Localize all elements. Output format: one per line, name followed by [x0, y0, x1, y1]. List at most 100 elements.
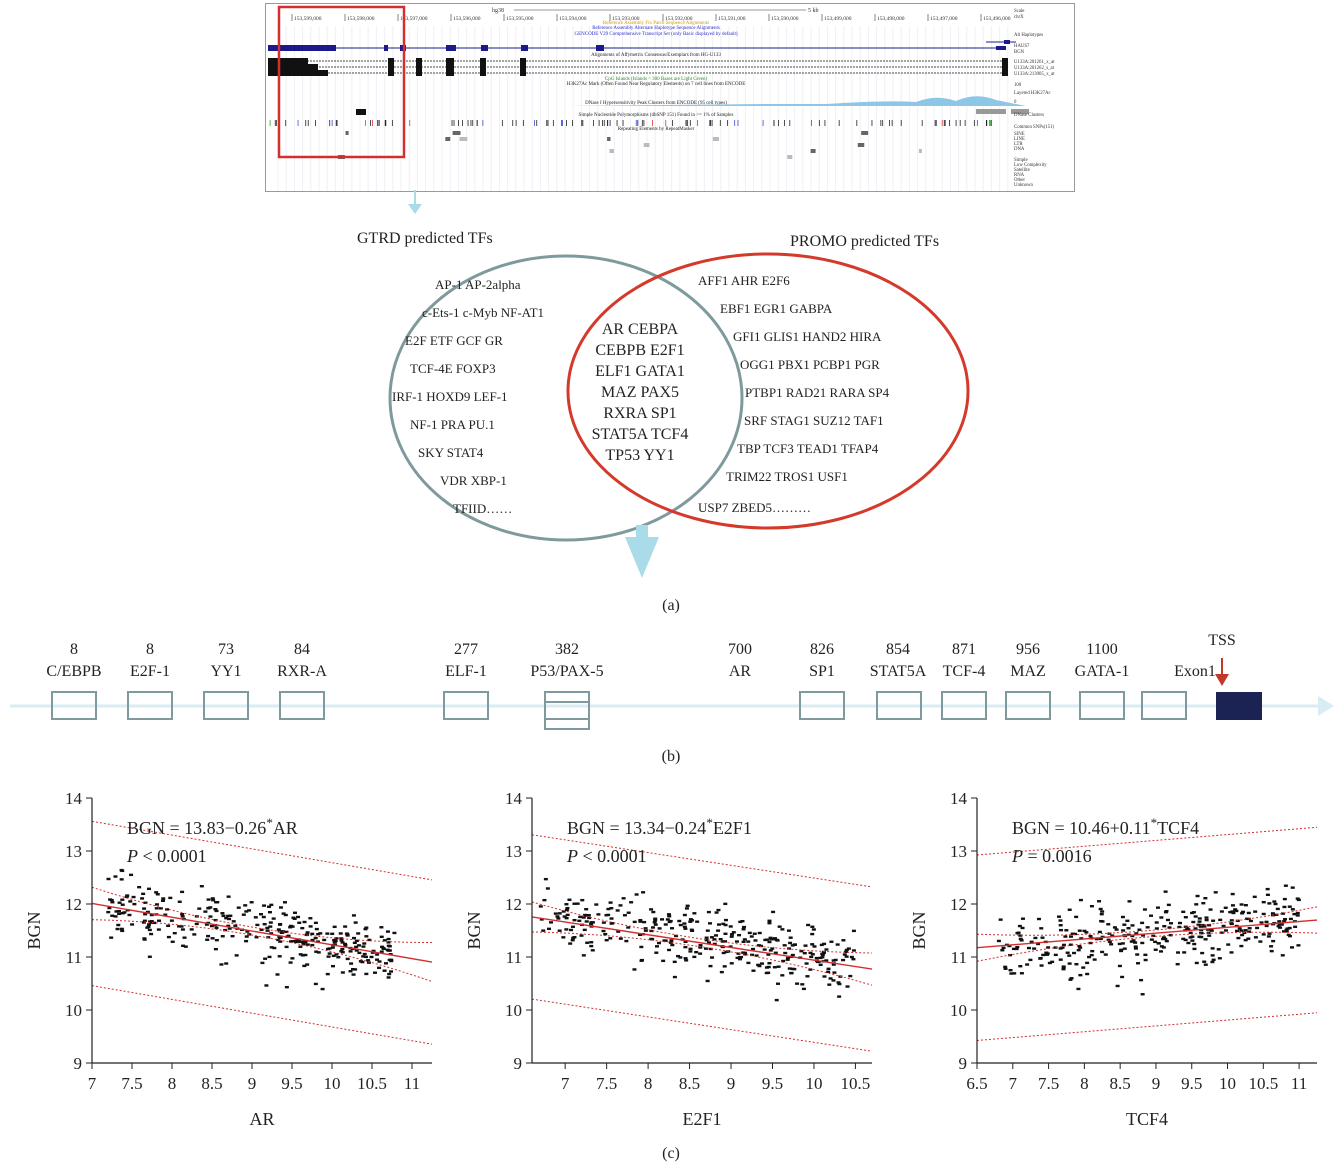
scatter-point — [1162, 925, 1167, 928]
scatter-point — [1229, 919, 1234, 922]
scatter-point — [815, 960, 820, 964]
site-position: 826 — [810, 641, 834, 658]
scatter-point — [1161, 946, 1166, 949]
scatter-point — [824, 959, 829, 962]
scatter-point — [154, 891, 159, 894]
scatter-point — [354, 949, 359, 952]
scatter-point — [1234, 929, 1239, 933]
browser-track-label: U133A:213905_x_at — [1014, 72, 1055, 77]
site-position: 871 — [952, 641, 976, 658]
scatter-point — [247, 933, 252, 936]
scatter-point — [120, 869, 125, 873]
scatter-point — [586, 913, 591, 917]
scatter-point — [147, 923, 152, 926]
scatter-point — [147, 928, 152, 932]
scatter-point — [165, 908, 170, 911]
scatter-point — [354, 939, 359, 943]
x-tick-label: 9.5 — [1181, 1074, 1202, 1093]
scatter-point — [1140, 921, 1145, 925]
scatter-point — [832, 971, 837, 974]
scatter-point — [1068, 978, 1073, 981]
scatter-point — [142, 919, 147, 922]
scatter-point — [723, 940, 728, 943]
browser-coordinate: 153,590,000 — [771, 16, 799, 22]
scatter-point — [1286, 933, 1291, 937]
exon1-label: Exon1 — [1174, 663, 1216, 680]
scatter-point — [545, 887, 550, 890]
pointer-arrow-icon — [408, 190, 422, 214]
scatter-point — [267, 911, 272, 914]
regression-line — [92, 902, 432, 963]
scatter-point — [379, 926, 384, 929]
scatter-point — [833, 958, 838, 962]
scatter-point — [265, 929, 270, 932]
scatter-point — [1277, 922, 1282, 926]
scatter-point — [708, 964, 713, 968]
scatter-point — [762, 948, 767, 951]
scatter-point — [643, 927, 648, 930]
scatter-point — [669, 927, 674, 930]
scatter-point — [722, 965, 727, 968]
scatter-point — [547, 927, 552, 931]
scatter-point — [343, 925, 348, 928]
scatter-point — [166, 935, 171, 939]
site-position: 1100 — [1086, 641, 1118, 658]
scatter-point — [382, 969, 387, 972]
browser-track-label: DNA — [1014, 147, 1025, 152]
scatter-point — [1295, 897, 1300, 900]
scatter-point — [351, 973, 356, 976]
scatter-point — [340, 971, 345, 974]
scatter-point — [352, 941, 357, 945]
scatter-point — [721, 951, 726, 955]
scatter-point — [130, 923, 135, 926]
site-name: SP1 — [809, 663, 835, 680]
y-axis-label: BGN — [464, 911, 484, 949]
scatter-point — [107, 906, 112, 910]
scatter-point — [1026, 946, 1031, 950]
browser-track-title: Reference Assembly Fix Patch Sequence Al… — [603, 21, 709, 26]
scatter-point — [1261, 912, 1266, 916]
scatter-point — [120, 929, 125, 933]
scatter-point — [363, 927, 368, 931]
scatter-point — [192, 933, 197, 936]
scatter-point — [206, 934, 211, 938]
scatter-point — [609, 907, 614, 910]
scatter-point — [1270, 912, 1275, 915]
scatter-point — [316, 932, 321, 936]
scatter-point — [738, 920, 743, 924]
scatter-point — [149, 932, 154, 936]
scatter-point — [1293, 925, 1298, 929]
scatter-point — [331, 954, 336, 958]
scatter-point — [1106, 923, 1111, 926]
scatter-point — [226, 914, 231, 918]
venn-right-item: USP7 ZBED5……… — [698, 500, 812, 515]
browser-scale: 5 kb — [808, 8, 819, 14]
scatter-point — [1020, 926, 1025, 930]
scatter-point — [824, 948, 829, 951]
scatter-point — [170, 940, 175, 943]
prediction-band — [977, 826, 1317, 856]
y-tick-label: 12 — [65, 895, 82, 914]
scatter-point — [728, 945, 733, 948]
scatter-point — [254, 936, 259, 939]
scatter-point — [158, 907, 163, 910]
scatter-point — [776, 982, 781, 985]
scatter-point — [752, 932, 757, 935]
scatter-point — [684, 907, 689, 910]
scatter-point — [109, 936, 114, 939]
scatter-point — [723, 923, 728, 927]
scatter-point — [208, 915, 213, 918]
scatter-point — [106, 877, 111, 881]
scatter-point — [849, 955, 854, 959]
scatter-point — [149, 913, 154, 917]
tf-binding-site-box — [203, 691, 249, 720]
x-tick-label: 6.5 — [966, 1074, 987, 1093]
scatter-point — [1074, 915, 1079, 919]
scatter-point — [313, 936, 318, 940]
scatter-point — [142, 907, 147, 910]
browser-track-label: Scale — [1014, 9, 1024, 14]
browser-coordinate: 153,594,000 — [559, 16, 587, 22]
scatter-point — [814, 956, 819, 960]
scatter-point — [603, 932, 608, 936]
scatter-point — [366, 961, 371, 964]
